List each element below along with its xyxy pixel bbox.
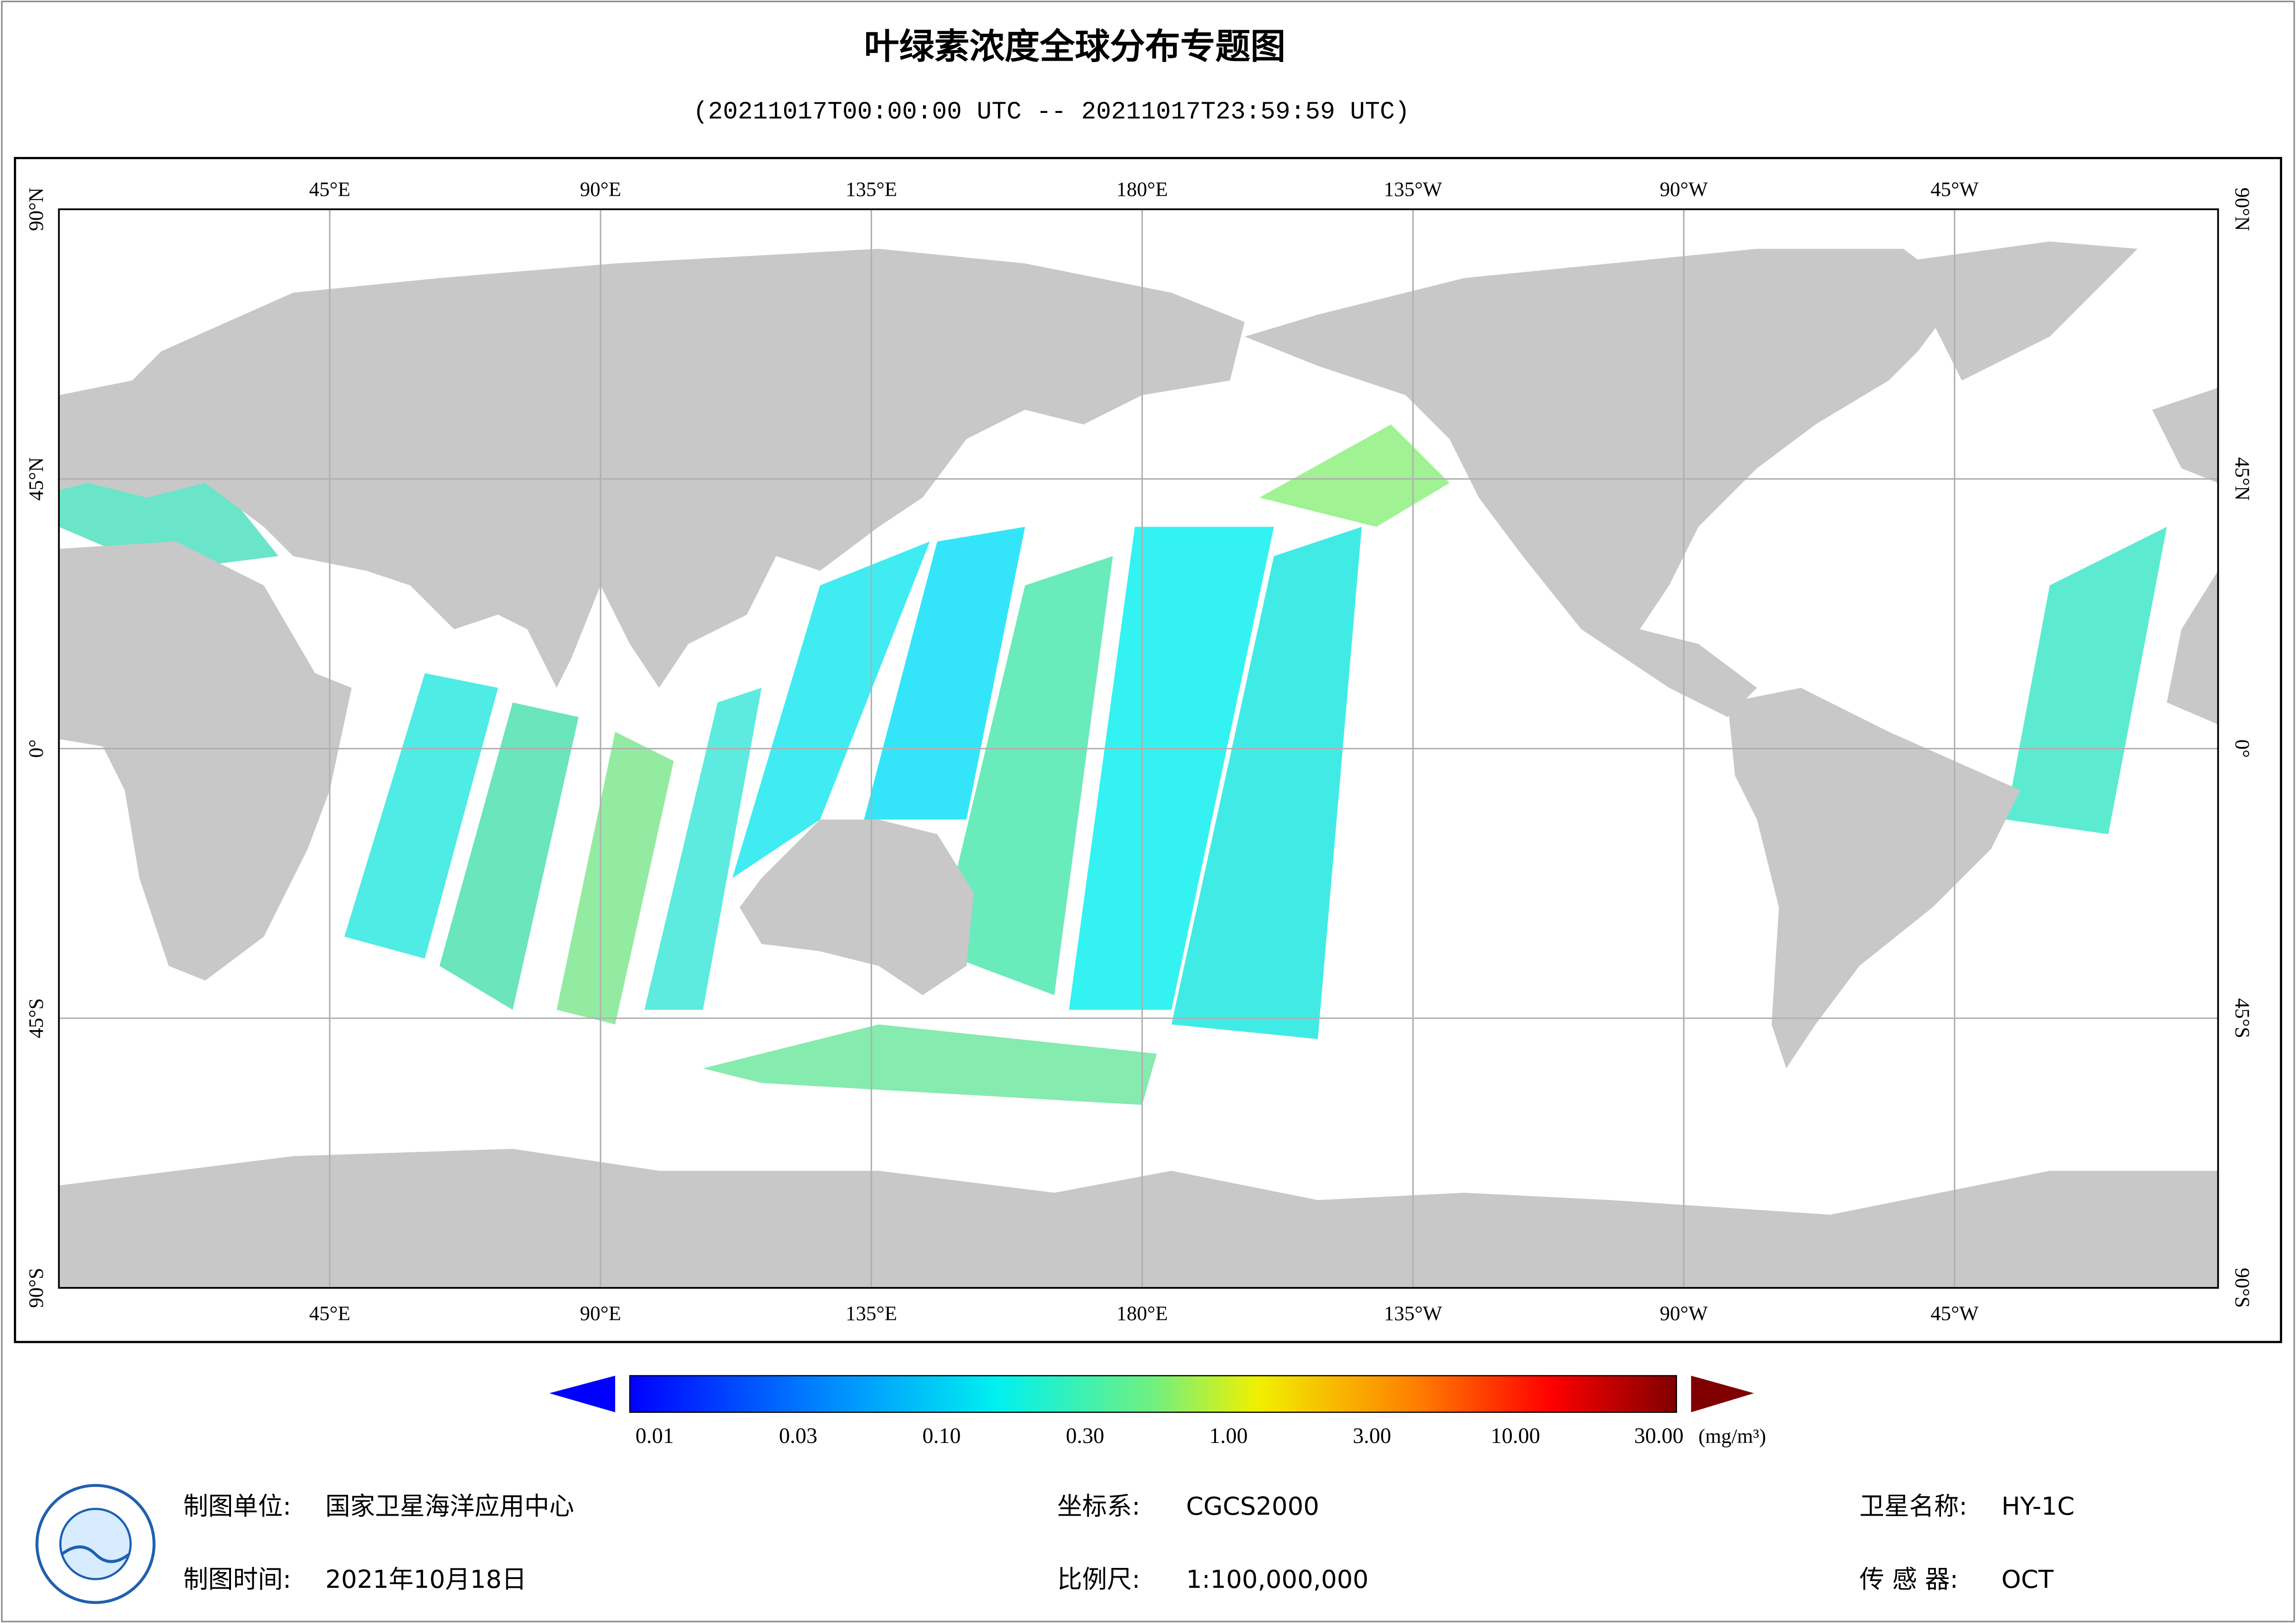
lat-label-right: 45°N (2231, 457, 2254, 501)
lat-label-left: 0° (25, 740, 47, 758)
colorbar-label: 10.00 (1491, 1424, 1540, 1448)
lon-label-top: 45°E (309, 178, 350, 201)
colorbar-label: 0.10 (923, 1424, 961, 1448)
lat-label-right: 90°S (2231, 1268, 2254, 1308)
north-america (1244, 249, 1962, 717)
subtitle: (20211017T00:00:00 UTC -- 20211017T23:59… (693, 98, 1410, 126)
lat-label-right: 45°S (2231, 998, 2254, 1038)
footer-label: 坐标系: (1057, 1492, 1140, 1521)
lon-label-bottom: 135°E (846, 1302, 897, 1325)
australia (739, 819, 974, 995)
lat-label-right: 90°N (2231, 187, 2254, 231)
colorbar-label: 0.03 (779, 1424, 817, 1448)
land (59, 241, 2218, 1288)
map-frame (58, 208, 2219, 1289)
footer-value: 国家卫星海洋应用中心 (325, 1492, 574, 1521)
footer-value: CGCS2000 (1186, 1492, 1319, 1521)
greenland (1889, 241, 2138, 381)
lat-label-left: 45°S (25, 998, 47, 1038)
africa-west (2166, 571, 2218, 725)
antarctica (59, 1149, 2218, 1288)
eurasia (59, 249, 1245, 688)
lon-label-top: 135°W (1384, 178, 1442, 201)
footer-value: 1:100,000,000 (1186, 1565, 1368, 1594)
colorbar-unit: (mg/m³) (1698, 1425, 1766, 1448)
colorbar-label: 3.00 (1353, 1424, 1391, 1448)
lon-label-top: 135°E (846, 178, 897, 201)
lat-label-right: 0° (2231, 740, 2254, 758)
swath (1171, 527, 1362, 1039)
logo-wave (61, 1545, 130, 1563)
lon-label-bottom: 90°W (1660, 1302, 1708, 1325)
swath (1259, 424, 1450, 527)
logo-globe (59, 1507, 132, 1580)
footer-value: OCT (2002, 1565, 2054, 1594)
swath (644, 688, 762, 1010)
africa-east (59, 541, 352, 981)
lat-label-left: 45°N (25, 457, 47, 501)
lon-label-bottom: 45°W (1931, 1302, 1979, 1325)
swath (556, 732, 674, 1025)
swath (1069, 527, 1274, 1010)
lon-label-top: 180°E (1117, 178, 1168, 201)
lon-label-bottom: 45°E (309, 1302, 350, 1325)
footer-value: 2021年10月18日 (325, 1565, 527, 1594)
colorbar-label: 1.00 (1209, 1424, 1248, 1448)
lon-label-top: 45°W (1931, 178, 1979, 201)
footer-label: 制图时间: (183, 1565, 291, 1594)
swath (937, 556, 1113, 995)
title: 叶绿素浓度全球分布专题图 (864, 26, 1286, 67)
swath (732, 541, 930, 878)
lat-label-left: 90°S (25, 1268, 47, 1308)
lon-label-bottom: 90°E (580, 1302, 621, 1325)
footer-label: 卫星名称: (1859, 1492, 1967, 1521)
graticule (59, 209, 2218, 1288)
lon-label-top: 90°E (580, 178, 621, 201)
swath (703, 1024, 1157, 1105)
europe-west (2152, 388, 2218, 483)
lon-label-top: 90°W (1660, 178, 1708, 201)
colorbar-label: 30.00 (1634, 1424, 1684, 1448)
lon-label-bottom: 180°E (1117, 1302, 1168, 1325)
colorbar-label: 0.01 (636, 1424, 674, 1448)
colorbar-label: 0.30 (1066, 1424, 1104, 1448)
colorbar-low-arrow (549, 1375, 615, 1412)
swath (439, 702, 579, 1010)
swath (2006, 527, 2167, 834)
logo (35, 1484, 156, 1604)
footer-label: 传 感 器: (1859, 1565, 1959, 1594)
colorbar (629, 1375, 1677, 1413)
colorbar-high-arrow (1691, 1375, 1754, 1412)
lon-label-bottom: 135°W (1384, 1302, 1442, 1325)
lat-label-left: 90°N (25, 187, 47, 231)
footer-value: HY-1C (2002, 1492, 2075, 1521)
swath (864, 527, 1025, 820)
footer-label: 比例尺: (1057, 1565, 1140, 1594)
swath (344, 673, 498, 959)
footer-label: 制图单位: (183, 1492, 291, 1521)
south-america (1728, 688, 2021, 1069)
chlorophyll-swaths (59, 424, 2167, 1105)
